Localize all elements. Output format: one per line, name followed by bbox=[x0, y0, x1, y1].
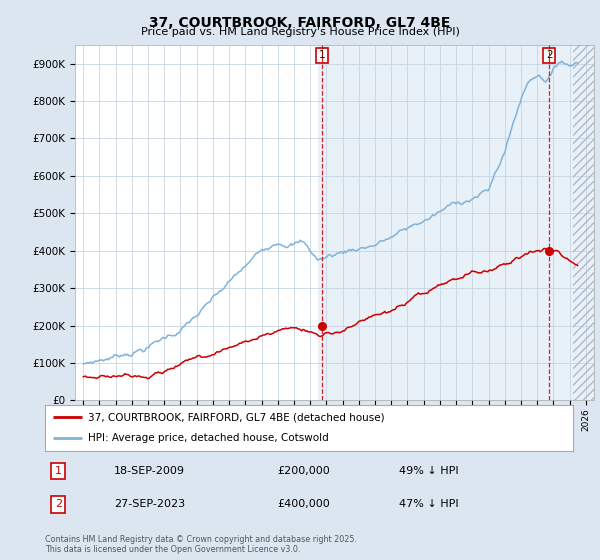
Text: 1: 1 bbox=[319, 50, 325, 60]
Text: 2: 2 bbox=[546, 50, 553, 60]
Text: 18-SEP-2009: 18-SEP-2009 bbox=[113, 466, 185, 476]
Text: 49% ↓ HPI: 49% ↓ HPI bbox=[399, 466, 458, 476]
Text: 47% ↓ HPI: 47% ↓ HPI bbox=[399, 500, 458, 509]
Text: 37, COURTBROOK, FAIRFORD, GL7 4BE (detached house): 37, COURTBROOK, FAIRFORD, GL7 4BE (detac… bbox=[88, 412, 385, 422]
Text: £200,000: £200,000 bbox=[277, 466, 330, 476]
Text: 2: 2 bbox=[55, 500, 62, 509]
Text: 37, COURTBROOK, FAIRFORD, GL7 4BE: 37, COURTBROOK, FAIRFORD, GL7 4BE bbox=[149, 16, 451, 30]
Text: £400,000: £400,000 bbox=[277, 500, 330, 509]
Bar bbox=[573, 45, 594, 400]
Text: 27-SEP-2023: 27-SEP-2023 bbox=[113, 500, 185, 509]
Text: Contains HM Land Registry data © Crown copyright and database right 2025.
This d: Contains HM Land Registry data © Crown c… bbox=[45, 535, 357, 554]
Text: 1: 1 bbox=[55, 466, 62, 476]
Bar bbox=[318, 45, 573, 400]
Bar bbox=[573, 45, 594, 400]
Text: HPI: Average price, detached house, Cotswold: HPI: Average price, detached house, Cots… bbox=[88, 433, 329, 444]
Text: Price paid vs. HM Land Registry's House Price Index (HPI): Price paid vs. HM Land Registry's House … bbox=[140, 27, 460, 37]
